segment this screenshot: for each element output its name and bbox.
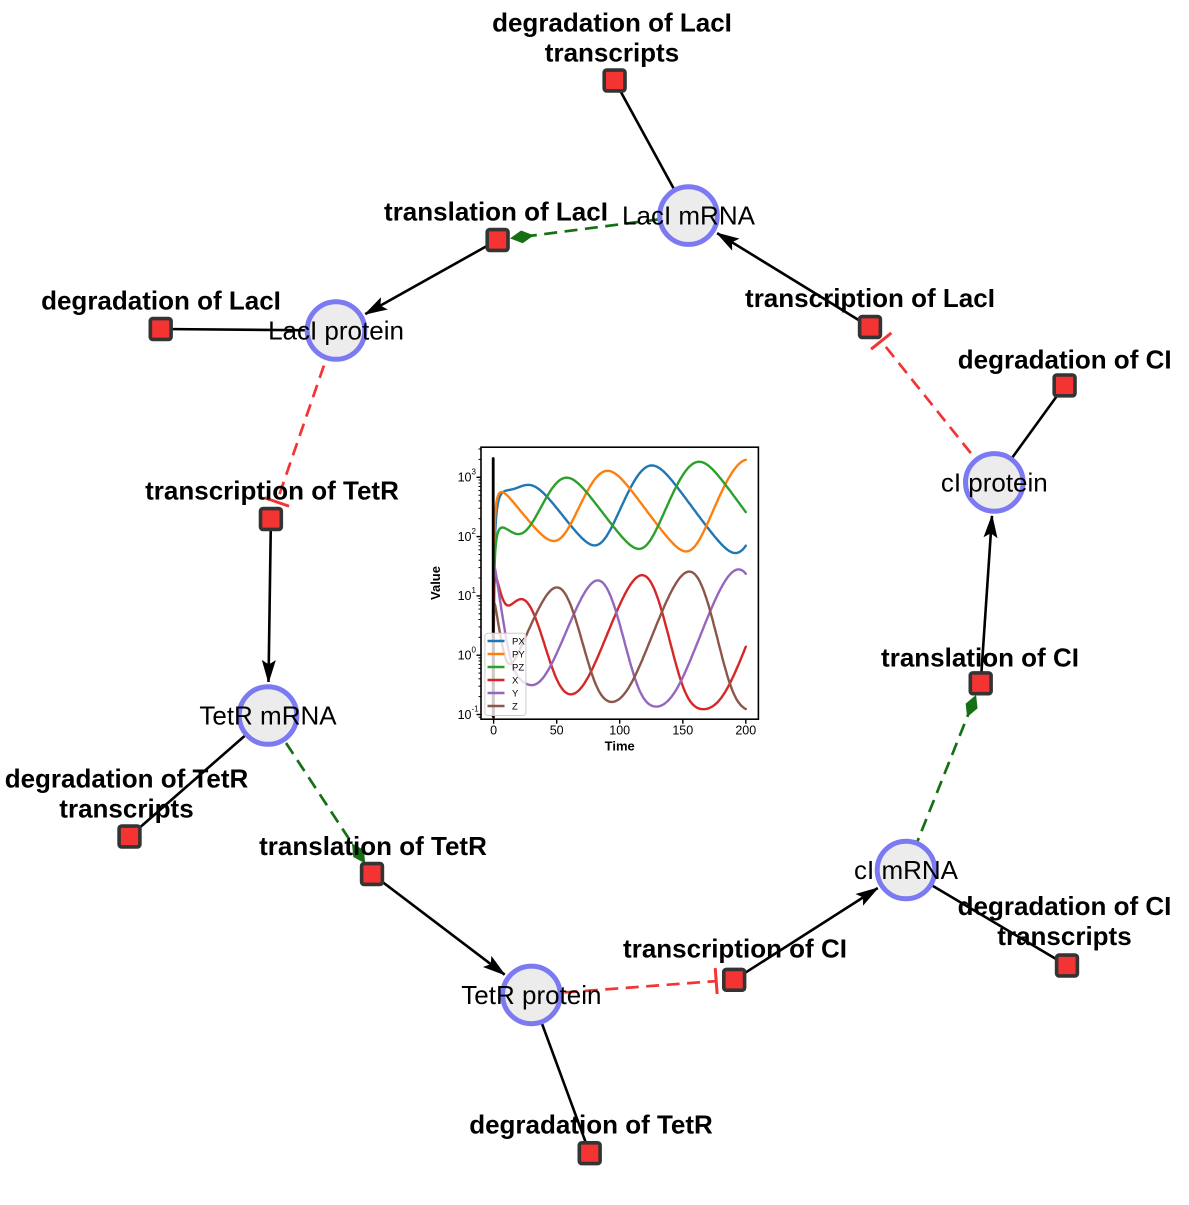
svg-text:transcription of TetR: transcription of TetR — [145, 476, 399, 506]
svg-text:10: 10 — [458, 589, 472, 603]
svg-text:10: 10 — [458, 471, 472, 485]
svg-text:translation of LacI: translation of LacI — [384, 196, 608, 226]
svg-text:10: 10 — [458, 530, 472, 544]
svg-text:X: X — [512, 675, 519, 686]
svg-text:degradation of LacI: degradation of LacI — [41, 285, 281, 315]
svg-text:cI mRNA: cI mRNA — [854, 855, 959, 885]
svg-text:Time: Time — [605, 739, 635, 754]
svg-text:degradation of CI: degradation of CI — [958, 345, 1172, 375]
svg-text:3: 3 — [472, 468, 477, 477]
svg-text:150: 150 — [672, 724, 693, 738]
svg-text:transcription of CI: transcription of CI — [623, 933, 847, 963]
svg-text:transcription of LacI: transcription of LacI — [745, 283, 995, 313]
svg-text:TetR protein: TetR protein — [461, 980, 601, 1010]
svg-text:100: 100 — [609, 724, 630, 738]
svg-text:cI protein: cI protein — [941, 467, 1048, 497]
svg-text:50: 50 — [550, 724, 564, 738]
svg-text:PZ: PZ — [512, 662, 524, 673]
svg-text:transcripts: transcripts — [997, 921, 1131, 951]
svg-text:TetR mRNA: TetR mRNA — [199, 701, 337, 731]
svg-text:2: 2 — [472, 527, 477, 536]
svg-text:transcripts: transcripts — [59, 794, 193, 824]
svg-text:200: 200 — [735, 724, 756, 738]
svg-text:Y: Y — [512, 688, 519, 699]
svg-text:1: 1 — [472, 586, 477, 595]
svg-text:10: 10 — [458, 708, 472, 722]
svg-text:Z: Z — [512, 701, 518, 712]
svg-text:degradation of CI: degradation of CI — [958, 891, 1172, 921]
svg-text:translation of TetR: translation of TetR — [259, 831, 487, 861]
svg-text:LacI mRNA: LacI mRNA — [622, 201, 756, 231]
svg-text:Value: Value — [428, 566, 443, 600]
svg-text:transcripts: transcripts — [545, 38, 679, 68]
svg-text:degradation of TetR: degradation of TetR — [469, 1109, 713, 1139]
svg-text:PY: PY — [512, 649, 525, 660]
svg-text:PX: PX — [512, 636, 525, 647]
svg-text:0: 0 — [472, 645, 477, 654]
svg-text:translation of CI: translation of CI — [881, 643, 1079, 673]
svg-text:10: 10 — [458, 649, 472, 663]
svg-text:0: 0 — [490, 724, 497, 738]
svg-text:degradation of TetR: degradation of TetR — [5, 764, 249, 794]
svg-text:-1: -1 — [472, 705, 480, 714]
svg-text:degradation of LacI: degradation of LacI — [492, 8, 732, 38]
svg-text:LacI protein: LacI protein — [268, 316, 404, 346]
